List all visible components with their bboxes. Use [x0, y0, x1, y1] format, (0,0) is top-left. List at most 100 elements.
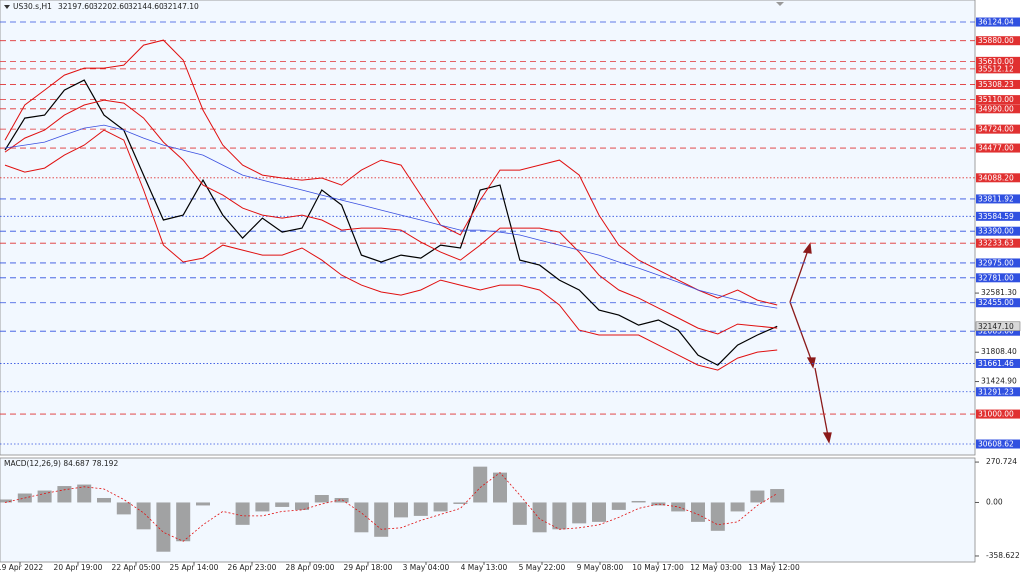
macd-bar: [433, 502, 448, 512]
series-line: [4, 124, 778, 309]
level-box: [976, 173, 1020, 183]
level-label: 34724.00: [978, 125, 1014, 134]
level-box: [976, 358, 1020, 368]
current-price-box: [975, 321, 1021, 332]
level-label: 35110.00: [978, 95, 1014, 104]
x-tick-label: 28 Apr 09:00: [286, 563, 335, 572]
macd-bar: [136, 502, 151, 530]
ohlc-value: 32144.60: [128, 2, 164, 11]
macd-bar: [413, 502, 428, 516]
level-box: [976, 439, 1020, 449]
menu-arrow: [4, 5, 10, 9]
macd-bar: [77, 484, 92, 503]
macd-bar: [97, 497, 111, 503]
macd-bar: [730, 502, 745, 512]
x-tick-label: 19 Apr 2022: [0, 563, 43, 572]
level-label: 31661.46: [978, 359, 1014, 368]
macd-bar: [473, 466, 488, 503]
macd-bar: [255, 502, 270, 512]
macd-bar: [295, 502, 309, 510]
macd-bar: [176, 502, 191, 542]
level-box: [976, 17, 1020, 27]
y-tick-label: 31424.90: [981, 377, 1017, 386]
level-label: 35880.00: [978, 36, 1014, 45]
level-box: [976, 298, 1020, 308]
macd-bar: [196, 502, 210, 506]
level-box: [976, 258, 1020, 268]
ohlc-value: 32197.60: [58, 2, 94, 11]
level-label: 34088.20: [978, 173, 1014, 182]
macd-bar: [453, 502, 468, 504]
level-label: 33233.63: [978, 239, 1014, 248]
level-box: [976, 238, 1020, 248]
arrow-down: [789, 301, 813, 363]
x-tick-label: 22 Apr 05:00: [112, 563, 161, 572]
macd-bar: [394, 502, 408, 518]
macd-bar: [235, 502, 250, 525]
macd-bar: [334, 497, 349, 503]
x-tick-label: 26 Apr 23:00: [228, 563, 277, 572]
level-box: [976, 226, 1020, 236]
ohlc-value: 32202.60: [93, 2, 129, 11]
level-box: [976, 36, 1020, 46]
level-label: 32455.00: [978, 298, 1014, 307]
macd-bar: [710, 502, 725, 531]
macd-bar: [57, 486, 72, 503]
level-label: 34477.00: [978, 144, 1014, 153]
macd-bar: [374, 502, 389, 537]
level-label: 33390.00: [978, 227, 1014, 236]
macd-bar: [116, 502, 131, 515]
level-label: 31000.00: [978, 410, 1014, 419]
x-tick-label: 3 May 04:00: [403, 563, 450, 572]
x-tick-label: 5 May 22:00: [519, 563, 566, 572]
forecast-arrows: [789, 242, 832, 444]
arrow-head: [822, 432, 832, 444]
macd-bar: [572, 502, 587, 524]
price-panel: [0, 0, 976, 456]
level-box: [976, 409, 1020, 419]
macd-bar: [493, 472, 507, 503]
macd-bar: [770, 489, 785, 503]
macd-bar: [631, 500, 646, 503]
level-box: [976, 387, 1020, 397]
macd-bar: [532, 502, 547, 533]
level-box: [976, 56, 1020, 66]
macd-bar: [651, 502, 666, 506]
macd-bar: [691, 502, 705, 522]
y-tick-label: 0.00: [986, 497, 1003, 506]
y-tick-label: 270.724: [986, 457, 1017, 466]
macd-bar: [37, 490, 52, 503]
x-tick-label: 20 Apr 19:00: [54, 563, 103, 572]
shift-marker: [776, 2, 784, 6]
series-line: [4, 79, 778, 366]
level-label: 32083.00: [978, 327, 1014, 336]
level-box: [976, 143, 1020, 153]
macd-bar: [512, 502, 527, 525]
level-label: 31291.23: [978, 387, 1014, 396]
y-tick-label: -358.622: [986, 551, 1020, 560]
macd-bar: [354, 502, 369, 533]
current-price-label: 32147.10: [978, 322, 1014, 331]
level-box: [976, 95, 1020, 105]
symbol: US30.s,H1: [13, 2, 52, 11]
x-tick-label: 25 Apr 14:00: [170, 563, 219, 572]
x-tick-label: 10 May 17:00: [632, 563, 684, 572]
level-label: 35512.12: [978, 64, 1014, 73]
macd-bar: [314, 495, 329, 503]
macd-bar: [750, 490, 765, 503]
level-label: 32975.00: [978, 258, 1014, 267]
level-box: [976, 79, 1020, 89]
x-tick-label: 9 May 08:00: [577, 563, 624, 572]
level-box: [976, 104, 1020, 114]
level-label: 32781.00: [978, 273, 1014, 282]
macd-bar: [275, 502, 290, 507]
x-tick-label: 29 Apr 18:00: [344, 563, 393, 572]
arrow-down: [814, 367, 829, 437]
level-label: 33811.92: [978, 194, 1014, 203]
level-box: [976, 326, 1020, 336]
level-box: [976, 64, 1020, 74]
macd-bar: [156, 502, 171, 552]
macd-bar: [0, 499, 12, 503]
macd-bar: [552, 502, 567, 530]
level-box: [976, 273, 1020, 283]
